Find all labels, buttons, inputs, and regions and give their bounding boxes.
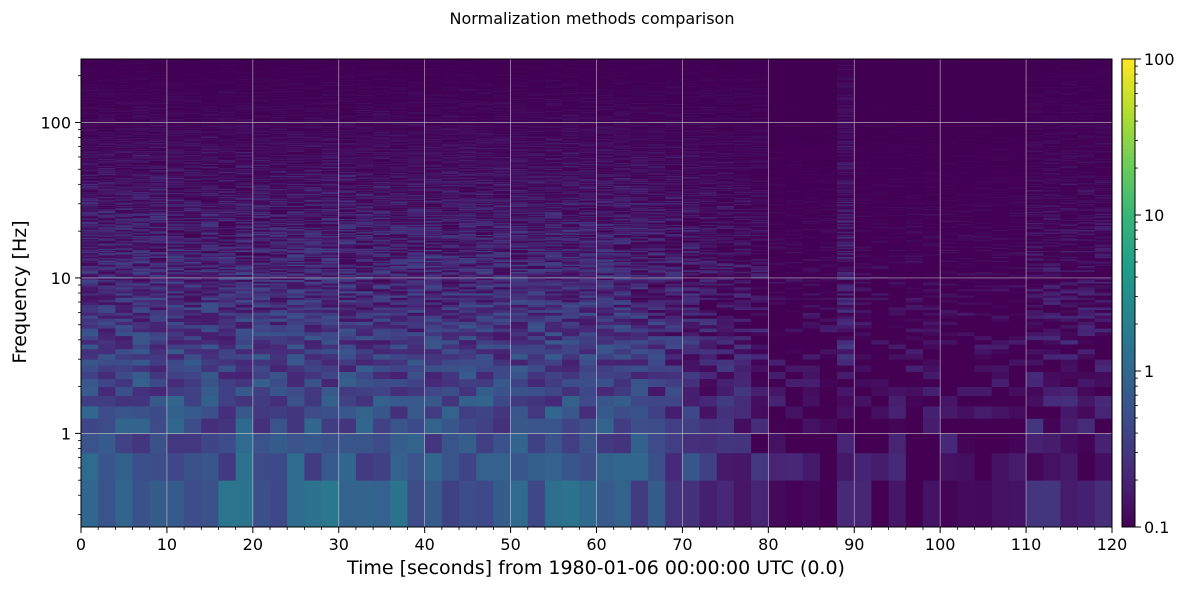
heatmap-cell	[98, 418, 116, 433]
heatmap-cell	[81, 387, 99, 396]
heatmap-cell	[81, 300, 99, 303]
heatmap-cell	[98, 312, 116, 315]
heatmap-cell	[81, 340, 99, 345]
heatmap-cell	[98, 354, 116, 360]
heatmap-cell	[98, 387, 116, 396]
heatmap-cell	[81, 312, 99, 315]
heatmap-cell	[98, 433, 116, 453]
heatmap-cell	[81, 365, 99, 372]
heatmap-cell	[98, 372, 116, 380]
heatmap-cell	[98, 302, 116, 305]
heatmap-cell	[98, 321, 116, 325]
heatmap-cell	[98, 359, 116, 365]
heatmap-cell	[81, 310, 99, 313]
heatmap-cell	[98, 315, 116, 318]
heatmap-cell	[81, 344, 99, 349]
heatmap-cell	[98, 365, 116, 372]
heatmap-cell	[81, 359, 99, 365]
heatmap-cell	[98, 318, 116, 322]
heatmap-cell	[81, 302, 99, 305]
heatmap-cell	[81, 354, 99, 360]
heatmap-cell	[81, 396, 99, 407]
heatmap-cell	[81, 315, 99, 318]
heatmap-cell	[98, 332, 116, 336]
heatmap-cell	[98, 406, 116, 419]
heatmap-cell	[81, 453, 99, 481]
heatmap-cell	[98, 297, 116, 300]
heatmap-cell	[81, 328, 99, 332]
heatmap-cell	[98, 453, 116, 481]
heatmap-cell	[81, 418, 99, 433]
heatmap-cell	[98, 336, 116, 340]
heatmap-cell	[98, 349, 116, 354]
heatmap-cell	[98, 379, 116, 387]
heatmap-cell	[98, 304, 116, 307]
heatmap-cell	[98, 325, 116, 329]
heatmap-cell	[98, 480, 116, 527]
heatmap-cell	[81, 318, 99, 322]
heatmap-cell	[98, 310, 116, 313]
heatmap-cell	[81, 321, 99, 325]
heatmap-cell	[81, 480, 99, 527]
heatmap-cell	[81, 332, 99, 336]
heatmap-cell	[98, 344, 116, 349]
heatmap-cell	[98, 328, 116, 332]
chart-title: Normalization methods comparison	[450, 9, 735, 28]
heatmap-cell	[81, 304, 99, 307]
heatmap-cell	[81, 307, 99, 310]
heatmap-cell	[98, 307, 116, 310]
heatmap-cell	[81, 406, 99, 419]
heatmap-cell	[81, 433, 99, 453]
heatmap-cell	[98, 396, 116, 407]
heatmap-cell	[81, 325, 99, 329]
heatmap-cell	[81, 297, 99, 300]
heatmap-cell	[98, 300, 116, 303]
heatmap-cell	[98, 340, 116, 345]
heatmap-cell	[81, 336, 99, 340]
heatmap-cell	[81, 372, 99, 380]
heatmap-cell	[81, 349, 99, 354]
heatmap-cell	[81, 379, 99, 387]
